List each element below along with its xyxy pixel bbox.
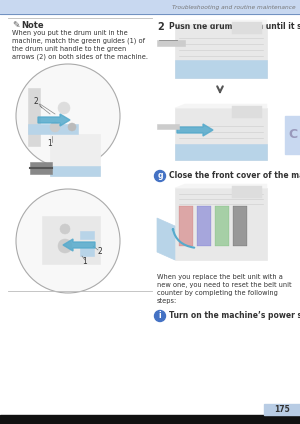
Polygon shape [38,114,70,126]
Bar [233,206,247,246]
Polygon shape [175,184,267,188]
Text: Troubleshooting and routine maintenance: Troubleshooting and routine maintenance [172,5,296,9]
Bar [175,24,267,78]
Text: 175: 175 [274,405,290,414]
Bar [30,162,52,174]
Text: ✎: ✎ [12,20,20,30]
Bar [42,216,100,264]
Bar [80,248,94,256]
Text: Push the drum unit in until it stops.: Push the drum unit in until it stops. [169,22,300,31]
Circle shape [68,123,76,131]
Bar [175,188,267,260]
Polygon shape [63,239,95,251]
Polygon shape [157,218,175,260]
Text: Note: Note [21,20,44,30]
Polygon shape [175,104,267,108]
Text: g: g [157,171,163,181]
Text: 1: 1 [82,257,87,267]
Bar [232,22,262,34]
Text: 2: 2 [157,22,164,32]
Bar [28,124,78,134]
Text: counter by completing the following: counter by completing the following [157,290,278,296]
Bar [175,144,267,160]
Bar [264,404,300,415]
Bar [179,206,193,246]
Circle shape [154,310,166,321]
Bar [197,206,211,246]
Bar [0,0,300,14]
Text: arrows (2) on both sides of the machine.: arrows (2) on both sides of the machine. [12,54,148,61]
Bar [0,415,300,424]
Bar [232,186,262,198]
Polygon shape [177,124,213,136]
FancyArrowPatch shape [173,229,194,248]
Text: 1: 1 [48,139,52,148]
Text: C: C [288,128,297,142]
Text: When you put the drum unit in the: When you put the drum unit in the [12,30,128,36]
Bar [157,40,185,46]
Text: the drum unit handle to the green: the drum unit handle to the green [12,46,126,52]
Bar [175,108,267,160]
Circle shape [16,64,120,168]
Bar [80,231,94,239]
Bar [157,124,179,129]
Circle shape [58,239,72,253]
Bar [285,116,300,154]
Polygon shape [175,20,267,24]
Circle shape [50,122,60,132]
Text: machine, match the green guides (1) of: machine, match the green guides (1) of [12,38,145,45]
Text: 2: 2 [98,248,102,257]
Bar [28,88,40,146]
Bar [232,106,262,118]
Circle shape [16,189,120,293]
Circle shape [154,170,166,181]
Text: When you replace the belt unit with a: When you replace the belt unit with a [157,274,283,280]
Text: Close the front cover of the machine.: Close the front cover of the machine. [169,171,300,181]
Bar [50,166,100,176]
Text: steps:: steps: [157,298,177,304]
Bar [215,206,229,246]
Bar [50,134,100,176]
Text: 2: 2 [34,98,38,106]
Circle shape [60,224,70,234]
Bar [175,60,267,78]
Text: Turn on the machine’s power switch.: Turn on the machine’s power switch. [169,312,300,321]
Text: new one, you need to reset the belt unit: new one, you need to reset the belt unit [157,282,292,288]
Circle shape [58,102,70,114]
Text: i: i [159,312,161,321]
